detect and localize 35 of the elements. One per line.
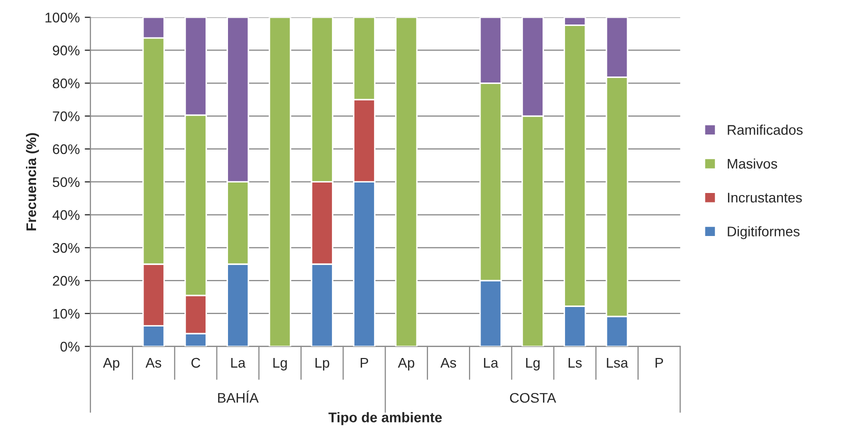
x-tick-label: Lg bbox=[273, 358, 287, 370]
x-axis-title: Tipo de ambiente bbox=[328, 412, 442, 426]
text: COSTA bbox=[510, 392, 556, 403]
x-tick-label: La bbox=[484, 358, 498, 368]
y-tick-label: 90% bbox=[52, 46, 80, 56]
x-tick-label: La bbox=[231, 358, 246, 368]
y-tick-label: 100% bbox=[46, 12, 80, 22]
y-tick-label: 50% bbox=[52, 177, 80, 188]
x-tick-label: Ap bbox=[398, 358, 414, 370]
x-tick-label: Ap bbox=[103, 358, 120, 370]
legend-label: Masivos bbox=[728, 158, 778, 169]
bar bbox=[268, 17, 292, 346]
y-tick-label: 60% bbox=[52, 144, 80, 154]
x-tick-label: C bbox=[191, 358, 200, 368]
x-tick-label: P bbox=[656, 358, 664, 368]
x-tick-label: P bbox=[360, 358, 368, 368]
y-tick-label: 10% bbox=[53, 308, 80, 319]
y-tick-label: 40% bbox=[52, 210, 80, 220]
x-tick-label: As bbox=[146, 358, 162, 368]
y-tick-label: 30% bbox=[52, 243, 80, 253]
text: BAHÍA bbox=[218, 390, 259, 403]
x-tick-label: Lp bbox=[316, 358, 330, 370]
x-tick-label: As bbox=[440, 358, 456, 368]
x-tick-label: Lg bbox=[526, 358, 540, 370]
x-tick-label: Ls bbox=[568, 358, 582, 368]
y-tick-label: 70% bbox=[52, 111, 80, 122]
y-tick-label: 0% bbox=[60, 342, 80, 352]
x-tick-label: Lsa bbox=[606, 358, 628, 368]
y-axis-title: Frecuencia (%) bbox=[26, 133, 39, 230]
y-tick-label: 20% bbox=[52, 276, 80, 286]
y-tick-label: 80% bbox=[52, 78, 80, 88]
legend-label: Digitiformes bbox=[728, 226, 800, 240]
legend-label: Incrustantes bbox=[728, 192, 802, 203]
bar bbox=[395, 17, 418, 346]
legend-label: Ramificados bbox=[728, 124, 803, 135]
